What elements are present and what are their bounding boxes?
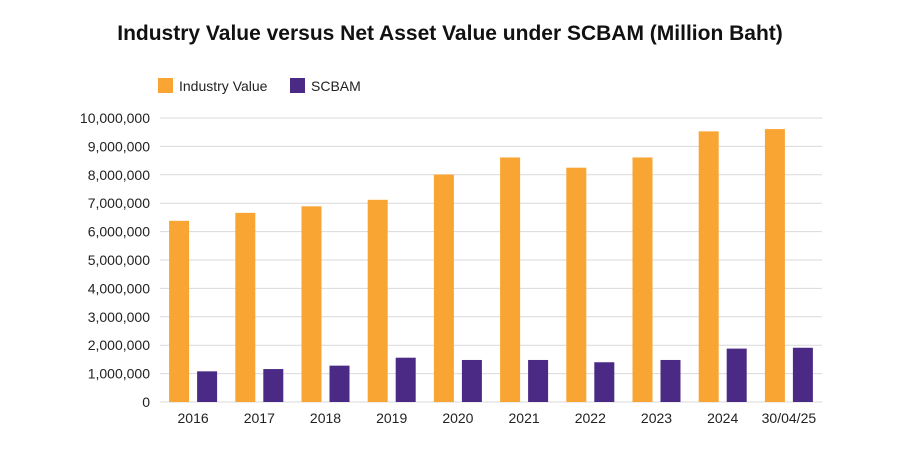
bar-industry-value-8 bbox=[698, 131, 719, 402]
bar-industry-value-2 bbox=[301, 206, 322, 402]
bar-industry-value-1 bbox=[235, 212, 256, 402]
y-tick-label: 3,000,000 bbox=[88, 309, 150, 325]
x-tick-label: 2024 bbox=[707, 410, 738, 426]
bar-scbam-3 bbox=[395, 357, 416, 402]
bar-industry-value-7 bbox=[632, 157, 653, 402]
x-tick-label: 2018 bbox=[310, 410, 341, 426]
bars bbox=[169, 129, 813, 403]
bar-industry-value-4 bbox=[433, 174, 454, 402]
bar-scbam-5 bbox=[528, 359, 549, 402]
bar-scbam-6 bbox=[594, 362, 615, 402]
legend-label: Industry Value bbox=[179, 78, 268, 94]
legend: Industry Value SCBAM bbox=[158, 78, 361, 94]
bar-scbam-7 bbox=[660, 359, 681, 402]
bar-industry-value-9 bbox=[764, 129, 785, 403]
legend-swatch bbox=[158, 78, 173, 93]
x-tick-label: 2021 bbox=[509, 410, 540, 426]
x-tick-label: 2020 bbox=[442, 410, 473, 426]
x-tick-label: 2022 bbox=[575, 410, 606, 426]
bar-scbam-2 bbox=[329, 365, 350, 402]
chart-title: Industry Value versus Net Asset Value un… bbox=[117, 22, 783, 45]
grid-lines bbox=[160, 117, 822, 403]
y-tick-label: 6,000,000 bbox=[88, 224, 150, 240]
bar-scbam-9 bbox=[792, 347, 813, 402]
y-tick-label: 8,000,000 bbox=[88, 167, 150, 183]
x-tick-label: 30/04/25 bbox=[762, 410, 817, 426]
x-tick-label: 2017 bbox=[244, 410, 275, 426]
y-tick-label: 10,000,000 bbox=[80, 110, 150, 126]
y-axis-ticks: 0 1,000,000 2,000,000 3,000,000 4,000,000 5,0… bbox=[80, 110, 150, 410]
x-tick-label: 2016 bbox=[178, 410, 209, 426]
x-axis-ticks: 2016 2017 2018 2019 2020 2021 2022 2023 2024 30/0… bbox=[178, 410, 817, 426]
y-tick-label: 4,000,000 bbox=[88, 280, 150, 296]
y-tick-label: 1,000,000 bbox=[88, 366, 150, 382]
bar-industry-value-5 bbox=[500, 157, 521, 402]
bar-industry-value-3 bbox=[367, 199, 388, 402]
x-tick-label: 2019 bbox=[376, 410, 407, 426]
bar-scbam-4 bbox=[461, 359, 482, 402]
bar-scbam-1 bbox=[263, 369, 284, 402]
bar-industry-value-0 bbox=[169, 220, 190, 402]
bar-scbam-8 bbox=[726, 348, 747, 402]
legend-label: SCBAM bbox=[311, 78, 361, 94]
bar-scbam-0 bbox=[197, 371, 218, 402]
x-tick-label: 2023 bbox=[641, 410, 672, 426]
y-tick-label: 0 bbox=[142, 394, 150, 410]
bar-industry-value-6 bbox=[566, 167, 587, 402]
legend-swatch bbox=[290, 78, 305, 93]
y-tick-label: 9,000,000 bbox=[88, 138, 150, 154]
y-tick-label: 2,000,000 bbox=[88, 337, 150, 353]
y-tick-label: 7,000,000 bbox=[88, 195, 150, 211]
y-tick-label: 5,000,000 bbox=[88, 252, 150, 268]
